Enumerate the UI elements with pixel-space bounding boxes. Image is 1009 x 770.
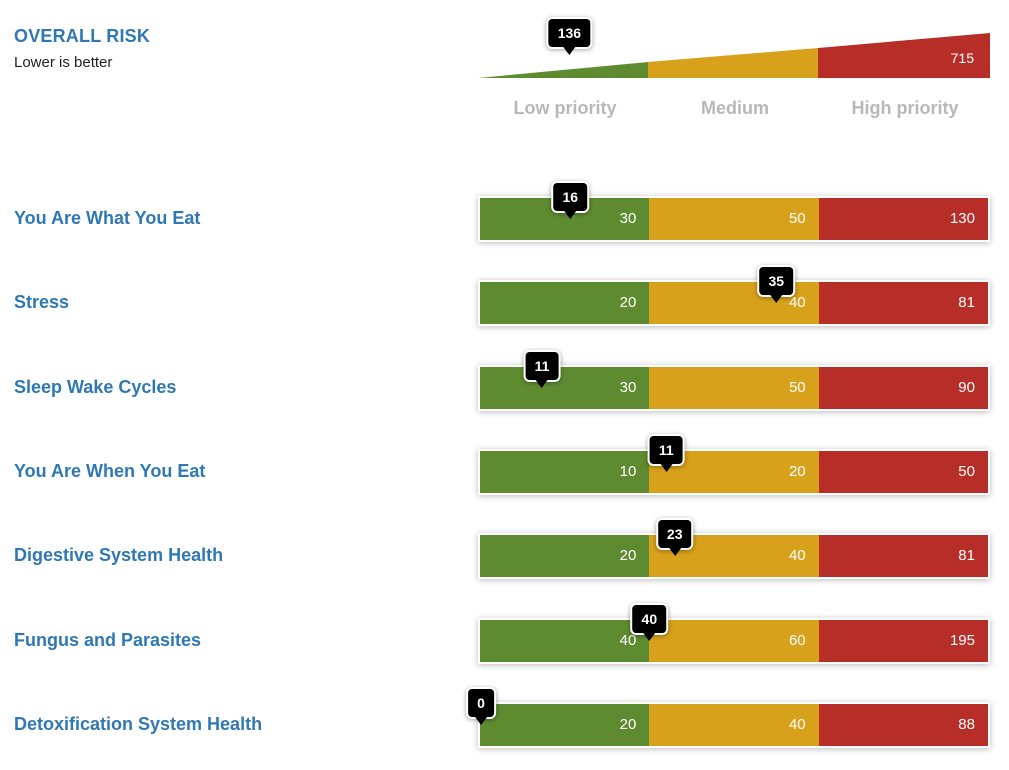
overall-score-marker: 136 <box>548 19 591 55</box>
threshold-value: 90 <box>958 378 975 396</box>
risk-bar-high-segment: 88 <box>818 703 988 746</box>
risk-bar-medium-segment: 40 <box>649 703 819 746</box>
high-priority-label: High priority <box>851 98 959 118</box>
threshold-value: 40 <box>619 631 637 649</box>
threshold-value: 20 <box>619 547 637 565</box>
risk-bar-low-segment: 30 <box>480 366 650 409</box>
risk-bar: 20 40 88 <box>480 703 988 746</box>
risk-bar-medium-segment: 40 <box>649 282 819 325</box>
risk-bar-low-segment: 30 <box>480 198 650 240</box>
risk-bar: 40 60 195 <box>480 619 988 662</box>
threshold-value: 10 <box>619 462 637 480</box>
threshold-value: 81 <box>958 294 975 312</box>
risk-bar: 30 50 130 <box>480 198 988 240</box>
category-label: You Are When You Eat <box>14 460 206 481</box>
risk-bar-high-segment: 81 <box>818 282 988 325</box>
risk-bar-high-segment: 90 <box>818 366 988 409</box>
threshold-value: 88 <box>958 715 975 733</box>
risk-bar-low-segment: 10 <box>480 450 650 493</box>
risk-bar-medium-segment: 60 <box>649 619 819 662</box>
category-label: Sleep Wake Cycles <box>14 376 177 397</box>
category-label: Fungus and Parasites <box>14 629 202 650</box>
risk-bar-medium-segment: 50 <box>649 366 819 409</box>
score-marker: 16 <box>553 183 588 219</box>
wedge-medium-segment <box>648 48 818 78</box>
overall-risk-title: OVERALL RISK <box>14 26 151 46</box>
risk-bar: 20 40 81 <box>480 282 988 325</box>
risk-bar-high-segment: 81 <box>818 535 988 578</box>
risk-bar-low-segment: 40 <box>480 619 650 662</box>
score-marker: 0 <box>468 688 494 725</box>
category-label: You Are What You Eat <box>14 208 201 228</box>
threshold-value: 60 <box>788 631 806 649</box>
risk-bar-medium-segment: 50 <box>649 198 819 240</box>
threshold-value: 30 <box>619 378 637 396</box>
threshold-value: 195 <box>949 631 975 649</box>
threshold-value: 50 <box>788 210 806 227</box>
risk-bar-high-segment: 195 <box>818 619 988 662</box>
score-marker: 23 <box>657 520 692 557</box>
risk-bar-high-segment: 130 <box>818 198 988 240</box>
threshold-value: 40 <box>788 547 806 565</box>
wedge-high-segment <box>818 33 990 78</box>
risk-bar-low-segment: 20 <box>480 535 650 578</box>
overall-risk-wedge: 715 <box>478 33 990 78</box>
threshold-value: 40 <box>788 715 806 733</box>
category-label: Detoxification System Health <box>14 713 263 734</box>
threshold-value: 30 <box>619 210 637 227</box>
score-marker: 40 <box>632 604 667 641</box>
threshold-value: 130 <box>949 210 975 227</box>
score-marker: 11 <box>525 351 559 388</box>
risk-bar: 20 40 81 <box>480 535 988 578</box>
threshold-value: 20 <box>619 294 637 312</box>
overall-max-value: 715 <box>951 50 975 66</box>
threshold-value: 20 <box>619 715 637 733</box>
threshold-value: 81 <box>958 547 975 565</box>
risk-bar-low-segment: 20 <box>480 703 650 746</box>
low-priority-label: Low priority <box>513 98 617 118</box>
risk-bar-low-segment: 20 <box>480 282 650 325</box>
threshold-value: 50 <box>958 462 975 480</box>
category-label: Digestive System Health <box>14 545 224 566</box>
risk-bar: 30 50 90 <box>480 366 988 409</box>
category-label: Stress <box>14 292 70 313</box>
threshold-value: 40 <box>788 294 806 312</box>
threshold-value: 50 <box>788 378 806 396</box>
score-marker: 11 <box>649 435 683 472</box>
medium-priority-label: Medium <box>700 98 769 118</box>
wedge-low-segment <box>478 62 648 78</box>
risk-bar: 10 20 50 <box>480 450 988 493</box>
risk-bar-high-segment: 50 <box>818 450 988 493</box>
score-marker: 35 <box>759 267 794 304</box>
overall-risk-subtitle: Lower is better <box>14 54 113 71</box>
threshold-value: 20 <box>788 462 806 480</box>
